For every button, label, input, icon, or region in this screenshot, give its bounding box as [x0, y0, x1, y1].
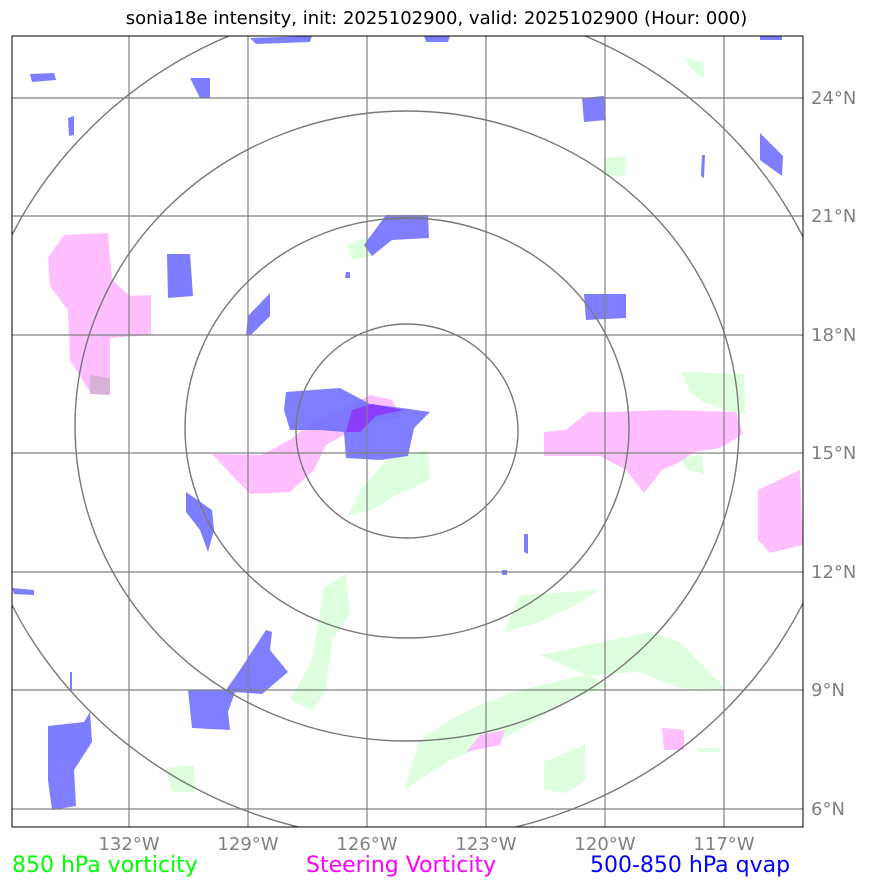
lat-tick-label: 9°N	[811, 680, 845, 701]
qvap-patch	[760, 36, 782, 40]
range-ring	[74, 110, 740, 742]
lon-tick-label: 123°W	[455, 834, 516, 855]
lat-tick-label: 15°N	[811, 443, 856, 464]
qvap-patch	[246, 293, 270, 336]
qvap-patch	[524, 534, 528, 554]
qvap-patch	[345, 272, 350, 278]
legend-steering-vorticity: Steering Vorticity	[306, 853, 497, 878]
vort850-patch	[604, 156, 626, 176]
gridlines	[12, 36, 803, 827]
lon-tick-label: 120°W	[574, 834, 635, 855]
range-rings	[12, 36, 803, 827]
vort850-patch	[680, 455, 704, 474]
qvap-patch	[188, 630, 288, 730]
lon-tick-labels: 132°W 129°W 126°W 123°W 120°W 117°W	[98, 834, 754, 855]
vort850-patch	[404, 632, 726, 790]
steering-patch	[544, 410, 743, 493]
qvap-patch	[186, 492, 214, 552]
lon-tick-label: 129°W	[217, 834, 278, 855]
vort850-patch	[348, 450, 430, 515]
vort850-patch	[504, 590, 600, 632]
qvap-patch	[190, 78, 210, 98]
qvap-patch	[582, 96, 606, 122]
vorticity-850-field	[166, 58, 745, 793]
legend-qvap: 500-850 hPa qvap	[590, 853, 791, 878]
qvap-patch	[760, 133, 783, 176]
steering-patch	[758, 470, 803, 553]
lat-tick-label: 24°N	[811, 88, 856, 109]
qvap-patch	[70, 672, 72, 690]
legend-850-vorticity: 850 hPa vorticity	[12, 853, 198, 878]
qvap-patch	[424, 36, 450, 42]
qvap-patch	[68, 116, 74, 136]
steering-patch	[662, 728, 684, 750]
lat-tick-label: 6°N	[811, 799, 845, 820]
qvap-patch	[364, 215, 429, 256]
vort850-patch	[684, 58, 704, 78]
vort850-patch	[166, 765, 195, 792]
lat-tick-labels: 24°N 21°N 18°N 15°N 12°N 9°N 6°N	[811, 88, 856, 820]
qvap-patch	[12, 588, 34, 595]
vort850-patch	[544, 745, 585, 793]
lon-tick-label: 126°W	[336, 834, 397, 855]
lon-tick-label: 117°W	[693, 834, 754, 855]
steering-overlap-patch	[90, 375, 110, 395]
steering-patch	[48, 233, 151, 395]
qvap-patch	[30, 73, 56, 82]
vort850-patch	[290, 574, 350, 710]
qvap-patch	[167, 254, 193, 298]
range-ring	[184, 217, 630, 639]
vort850-patch	[696, 748, 720, 752]
vort850-patch	[682, 372, 745, 414]
qvap-patch	[701, 155, 705, 178]
plot-title: sonia18e intensity, init: 2025102900, va…	[125, 8, 748, 29]
lat-tick-label: 21°N	[811, 206, 856, 227]
lon-tick-label: 132°W	[98, 834, 159, 855]
lat-tick-label: 18°N	[811, 325, 856, 346]
axes-frame	[11, 35, 804, 828]
qvap-patch	[48, 712, 92, 810]
storm-core-overlap	[346, 404, 404, 432]
map-fields	[12, 36, 803, 810]
qvap-patch	[250, 36, 312, 44]
range-ring	[295, 323, 519, 539]
lat-tick-label: 12°N	[811, 562, 856, 583]
